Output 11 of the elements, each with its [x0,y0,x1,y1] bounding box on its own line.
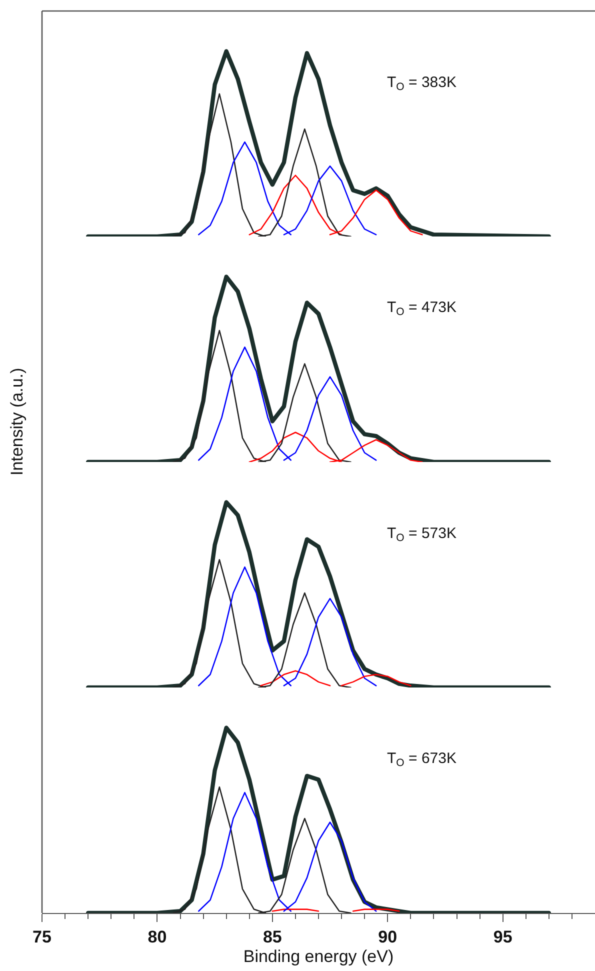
x-tick-label: 80 [148,928,167,947]
x-tick-label: 90 [378,928,398,947]
annotation: T$_{O}$ = 573K [387,525,456,544]
x-tick-label: 95 [493,928,512,947]
annotation: T$_{O}$ = 473K [387,299,456,318]
annotation: T$_{O}$ = 383K [387,74,456,94]
x-axis-title: Binding energy (eV) [243,946,394,966]
annotation: T$_{O}$ = 673K [387,750,456,770]
y-axis-title: Intensity (a.u.) [8,368,27,476]
x-tick-label: 85 [262,928,282,947]
x-tick-label: 75 [32,928,52,947]
